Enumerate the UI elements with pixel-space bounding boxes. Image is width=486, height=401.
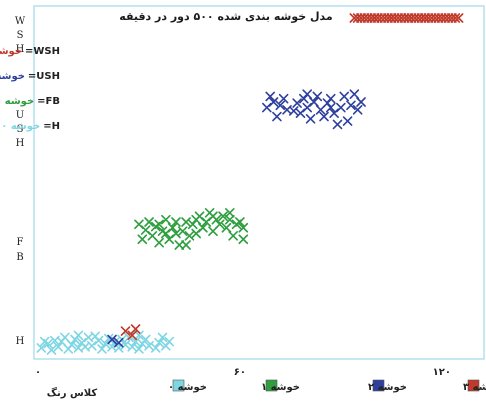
x-tick-label: ۱۲۰ [433,367,451,378]
point-cluster-2 [290,107,298,115]
point-cluster-1 [209,212,217,220]
point-cluster-0 [91,332,99,340]
point-cluster-1 [229,232,237,240]
point-cluster-2 [327,95,335,103]
y-tick-label-fb: F [17,237,24,248]
x-axis-tick-labels: ۰ ۶۰ ۱۲۰ [35,367,451,378]
y-tick-label-fb: B [16,252,23,263]
x-axis-label: کلاس رنگ [47,387,98,399]
legend-entry: خوشه ۱=FB [0,96,60,107]
point-cluster-1 [239,235,247,243]
x-tick-label: ۰ [35,367,41,378]
point-cluster-2 [273,113,281,121]
point-cluster-2 [350,90,358,98]
point-cluster-2 [337,104,345,112]
point-cluster-1 [189,220,197,228]
bottom-legend-label: خوشه ۳ [463,382,486,393]
y-tick-label-h: H [16,336,25,347]
y-tick-label-wsh: S [17,30,24,41]
point-cluster-1 [192,216,200,224]
point-cluster-0 [61,333,69,341]
bottom-legend-label: خوشه ۲ [368,382,407,393]
y-tick-label-wsh: W [15,16,26,27]
point-cluster-2 [307,115,315,123]
legend: خوشه ۳=WSH خوشه ۲=USH خوشه ۱=FB خوشه ۰=H [0,46,60,132]
bottom-legend-label: خوشه ۰ [168,382,207,393]
bottom-legend: خوشه ۳ خوشه ۲ خوشه ۱ خوشه ۰ [168,380,486,393]
legend-entry: خوشه ۲=USH [0,71,60,82]
y-tick-label-ush: H [16,138,25,149]
chart-title: مدل خوشه بندی شده ۵۰۰ دور در دقیقه [119,10,332,23]
point-cluster-1 [182,241,190,249]
point-cluster-2 [344,117,352,125]
legend-entry: خوشه ۰ =H [1,121,60,132]
legend-entry: خوشه ۳=WSH [0,46,60,57]
point-cluster-1 [182,218,190,226]
x-tick-label: ۶۰ [234,367,246,378]
point-cluster-0 [74,331,82,339]
point-cluster-2 [357,98,365,106]
point-cluster-2 [333,120,341,128]
bottom-legend-label: خوشه ۱ [261,382,300,393]
plot-frame [34,6,484,359]
point-cluster-0 [88,342,96,350]
y-tick-label-ush: U [16,110,24,121]
point-cluster-1 [138,235,146,243]
y-axis-labels: HFBUSHWSH [15,16,26,347]
point-cluster-1 [155,239,163,247]
data-points [37,14,462,354]
point-cluster-2 [303,90,311,98]
point-cluster-2 [340,92,348,100]
